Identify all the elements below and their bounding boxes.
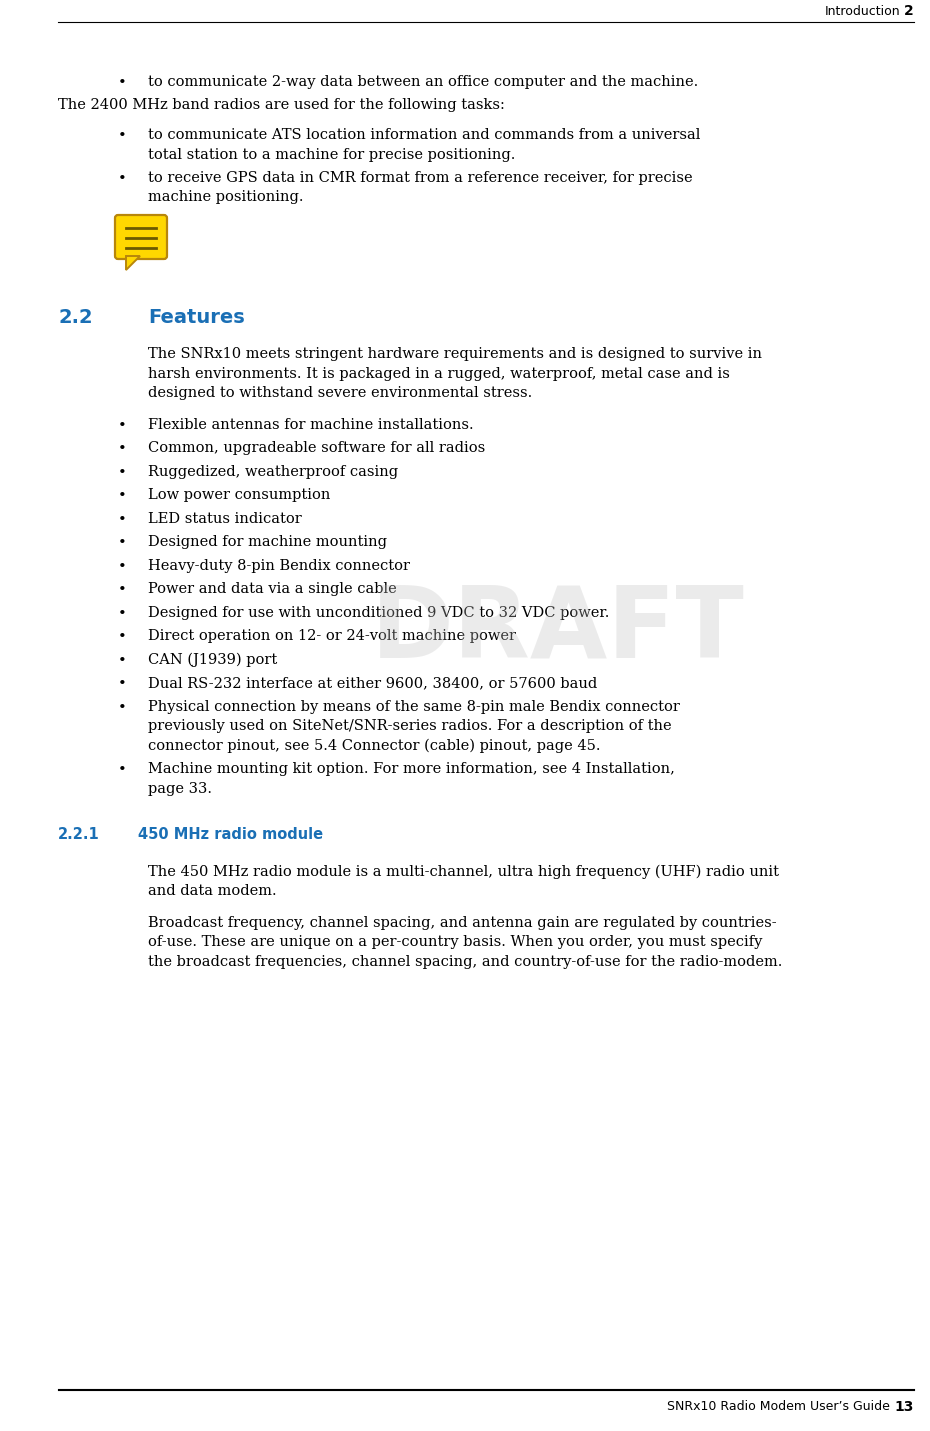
Text: •: • (118, 442, 126, 456)
Text: and data modem.: and data modem. (148, 884, 276, 899)
Text: •: • (118, 419, 126, 432)
Text: Designed for machine mounting: Designed for machine mounting (148, 535, 387, 550)
Text: Introduction: Introduction (824, 4, 900, 19)
Text: SNRx10 Radio Modem User’s Guide: SNRx10 Radio Modem User’s Guide (667, 1401, 890, 1414)
Text: page 33.: page 33. (148, 781, 212, 796)
Text: The 450 MHz radio module is a multi-channel, ultra high frequency (UHF) radio un: The 450 MHz radio module is a multi-chan… (148, 864, 779, 879)
Text: DRAFT: DRAFT (371, 581, 745, 678)
Text: Designed for use with unconditioned 9 VDC to 32 VDC power.: Designed for use with unconditioned 9 VD… (148, 605, 609, 620)
Text: CAN (J1939) port: CAN (J1939) port (148, 653, 277, 667)
Text: 450 MHz radio module: 450 MHz radio module (138, 827, 323, 843)
Text: total station to a machine for precise positioning.: total station to a machine for precise p… (148, 147, 515, 162)
Text: •: • (118, 465, 126, 479)
Text: to communicate ATS location information and commands from a universal: to communicate ATS location information … (148, 127, 700, 142)
FancyBboxPatch shape (115, 215, 167, 259)
Text: connector pinout, see 5.4 Connector (cable) pinout, page 45.: connector pinout, see 5.4 Connector (cab… (148, 738, 601, 753)
Text: •: • (118, 129, 126, 143)
Text: •: • (118, 763, 126, 777)
Text: designed to withstand severe environmental stress.: designed to withstand severe environment… (148, 386, 532, 401)
Text: •: • (118, 677, 126, 691)
Text: Features: Features (148, 308, 245, 328)
Text: •: • (118, 489, 126, 504)
Text: of-use. These are unique on a per-country basis. When you order, you must specif: of-use. These are unique on a per-countr… (148, 934, 763, 949)
Text: Low power consumption: Low power consumption (148, 488, 330, 502)
Text: •: • (118, 172, 126, 186)
Text: Heavy-duty 8-pin Bendix connector: Heavy-duty 8-pin Bendix connector (148, 558, 410, 572)
Polygon shape (126, 256, 140, 270)
Text: Broadcast frequency, channel spacing, and antenna gain are regulated by countrie: Broadcast frequency, channel spacing, an… (148, 916, 777, 930)
Text: The SNRx10 meets stringent hardware requirements and is designed to survive in: The SNRx10 meets stringent hardware requ… (148, 348, 762, 361)
Text: to communicate 2-way data between an office computer and the machine.: to communicate 2-way data between an off… (148, 74, 698, 89)
Text: to receive GPS data in CMR format from a reference receiver, for precise: to receive GPS data in CMR format from a… (148, 170, 693, 185)
Text: •: • (118, 654, 126, 668)
Text: 2: 2 (904, 4, 914, 19)
Text: previously used on SiteNet/SNR-series radios. For a description of the: previously used on SiteNet/SNR-series ra… (148, 720, 671, 733)
Text: Common, upgradeable software for all radios: Common, upgradeable software for all rad… (148, 441, 485, 455)
Text: •: • (118, 701, 126, 714)
Text: •: • (118, 584, 126, 597)
Text: The 2400 MHz band radios are used for the following tasks:: The 2400 MHz band radios are used for th… (58, 99, 505, 113)
Text: •: • (118, 607, 126, 621)
Text: 2.2: 2.2 (58, 308, 93, 328)
Text: •: • (118, 630, 126, 644)
Text: Machine mounting kit option. For more information, see 4 Installation,: Machine mounting kit option. For more in… (148, 763, 675, 776)
Text: •: • (118, 560, 126, 574)
Text: •: • (118, 512, 126, 527)
Text: •: • (118, 537, 126, 551)
Text: machine positioning.: machine positioning. (148, 190, 303, 205)
Text: Direct operation on 12- or 24-volt machine power: Direct operation on 12- or 24-volt machi… (148, 630, 516, 644)
Text: Ruggedized, weatherproof casing: Ruggedized, weatherproof casing (148, 465, 398, 479)
Text: 13: 13 (895, 1400, 914, 1414)
Text: •: • (118, 76, 126, 90)
Text: LED status indicator: LED status indicator (148, 512, 301, 525)
Text: the broadcast frequencies, channel spacing, and country-of-use for the radio-mod: the broadcast frequencies, channel spaci… (148, 954, 782, 969)
Text: 2.2.1: 2.2.1 (58, 827, 100, 843)
Text: harsh environments. It is packaged in a rugged, waterproof, metal case and is: harsh environments. It is packaged in a … (148, 366, 730, 381)
Text: Power and data via a single cable: Power and data via a single cable (148, 582, 397, 597)
Text: Flexible antennas for machine installations.: Flexible antennas for machine installati… (148, 418, 473, 432)
Text: Physical connection by means of the same 8-pin male Bendix connector: Physical connection by means of the same… (148, 700, 680, 714)
Text: Dual RS-232 interface at either 9600, 38400, or 57600 baud: Dual RS-232 interface at either 9600, 38… (148, 677, 597, 690)
